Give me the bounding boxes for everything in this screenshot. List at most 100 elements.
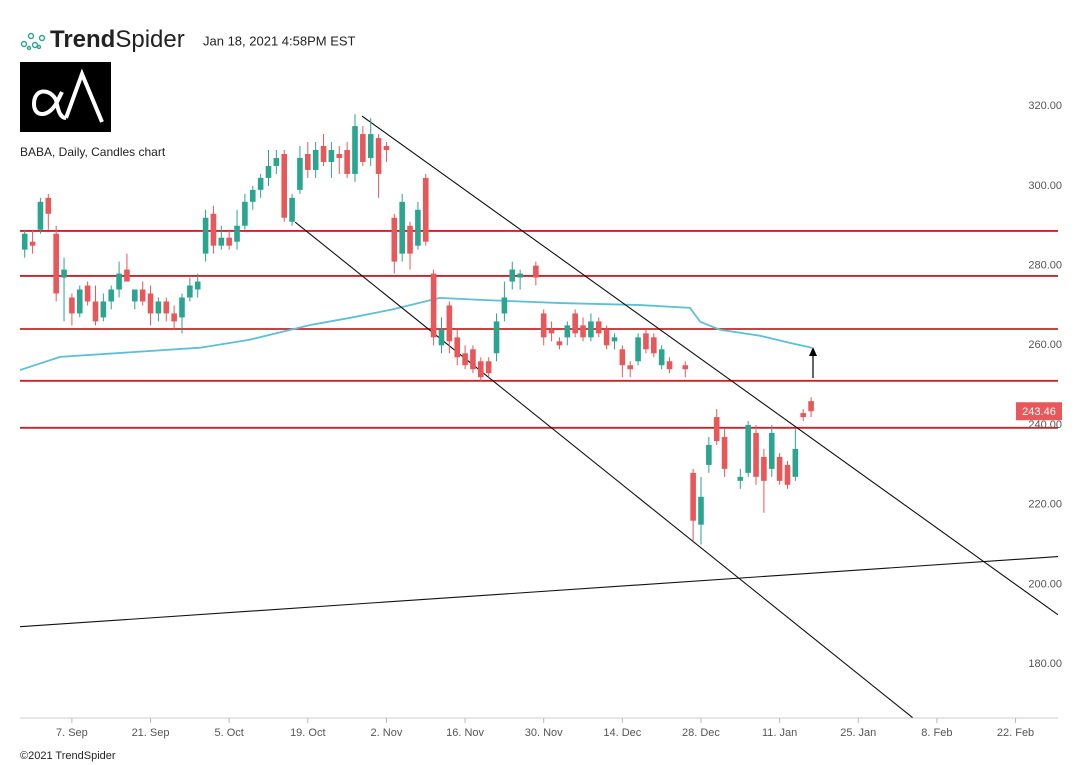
candle-body bbox=[281, 153, 288, 218]
candle-body bbox=[84, 285, 91, 302]
arrow-annotation bbox=[809, 347, 817, 378]
candle-body bbox=[352, 126, 358, 174]
candle-body bbox=[29, 241, 36, 246]
candle-body bbox=[132, 289, 138, 302]
candle-body bbox=[595, 321, 602, 334]
candle-body bbox=[713, 417, 720, 441]
candle-body bbox=[163, 301, 170, 314]
candle-body bbox=[753, 433, 759, 477]
candle-body bbox=[619, 349, 626, 366]
candle-body bbox=[69, 297, 75, 314]
price-tag bbox=[1016, 402, 1062, 421]
candle-body bbox=[603, 329, 610, 346]
candle-body bbox=[383, 146, 390, 151]
candle-body bbox=[745, 425, 751, 473]
candle-body bbox=[627, 365, 634, 370]
x-tick-label: 14. Dec bbox=[603, 727, 641, 739]
candle-body bbox=[721, 436, 728, 469]
candle-body bbox=[422, 177, 429, 242]
plot-area bbox=[20, 114, 1058, 718]
candle-body bbox=[218, 237, 225, 246]
candle-body bbox=[249, 189, 256, 202]
x-tick-label: 7. Sep bbox=[56, 727, 88, 739]
candle-body bbox=[737, 476, 744, 481]
candle-body bbox=[210, 213, 217, 246]
candle-body bbox=[116, 273, 122, 290]
candle-body bbox=[297, 157, 303, 190]
brand-light: Spider bbox=[115, 26, 184, 53]
candle-body bbox=[108, 289, 115, 302]
candle-body bbox=[611, 337, 618, 342]
trendline bbox=[361, 115, 1058, 616]
candle-body bbox=[147, 293, 154, 314]
candle-body bbox=[635, 337, 641, 362]
y-tick-label: 200.00 bbox=[1028, 578, 1062, 590]
candle-body bbox=[139, 289, 146, 302]
candle-body bbox=[792, 448, 799, 477]
candle-body bbox=[53, 233, 59, 294]
candle-body bbox=[344, 150, 350, 174]
candle-body bbox=[517, 273, 523, 278]
candle-body bbox=[446, 305, 453, 342]
candle-body bbox=[556, 341, 563, 346]
candle-body bbox=[478, 361, 484, 378]
candle-body bbox=[548, 329, 555, 334]
brand: TrendSpider bbox=[50, 26, 185, 53]
y-tick-label: 260.00 bbox=[1028, 339, 1062, 351]
candle-body bbox=[784, 464, 791, 485]
trendline bbox=[20, 556, 1058, 628]
candle-body bbox=[501, 297, 508, 314]
candle-body bbox=[572, 313, 578, 334]
candle-body bbox=[580, 325, 586, 338]
candle-body bbox=[257, 177, 264, 190]
y-tick-label: 280.00 bbox=[1028, 260, 1062, 272]
x-tick-label: 30. Nov bbox=[525, 727, 563, 739]
candle-body bbox=[202, 217, 209, 254]
candle-body bbox=[768, 433, 775, 469]
candle-body bbox=[540, 313, 547, 338]
candle-body bbox=[234, 225, 240, 242]
candle-body bbox=[643, 333, 649, 350]
candle-body bbox=[194, 281, 201, 290]
overlay: 180.00 200.00 220.00 240.00 260.00 280.00 300.… bbox=[56, 100, 1062, 739]
moving-average bbox=[20, 296, 813, 371]
candle-body bbox=[776, 456, 783, 481]
candle-body bbox=[588, 321, 594, 338]
candle-body bbox=[328, 150, 335, 162]
y-tick-label: 220.00 bbox=[1028, 499, 1062, 511]
candle-body bbox=[45, 197, 52, 214]
timestamp: Jan 18, 2021 4:58PM EST bbox=[203, 33, 356, 48]
y-tick-label: 240.00 bbox=[1028, 419, 1062, 431]
candle-body bbox=[470, 349, 476, 370]
candle-body bbox=[360, 134, 366, 162]
candle-body bbox=[367, 134, 374, 158]
candle-body bbox=[312, 150, 319, 170]
candle-body bbox=[21, 233, 28, 250]
candle-body bbox=[124, 269, 130, 282]
candle-body bbox=[289, 197, 295, 222]
candle-body bbox=[800, 413, 807, 418]
copyright: ©2021 TrendSpider bbox=[20, 750, 116, 762]
candle-body bbox=[265, 165, 272, 178]
candle-body bbox=[179, 297, 185, 318]
candle-body bbox=[305, 153, 311, 170]
x-tick-label: 8. Feb bbox=[921, 727, 952, 739]
candle-body bbox=[171, 313, 177, 322]
candle-body bbox=[462, 353, 468, 366]
candle-body bbox=[320, 146, 327, 162]
x-tick-label: 19. Oct bbox=[290, 727, 325, 739]
candle-body bbox=[438, 329, 445, 346]
candle-body bbox=[226, 237, 232, 246]
x-tick-label: 16. Nov bbox=[446, 727, 484, 739]
x-tick-label: 28. Dec bbox=[682, 727, 720, 739]
candle-body bbox=[92, 301, 99, 322]
candle-body bbox=[76, 289, 83, 314]
candle-body bbox=[415, 209, 421, 246]
candle-body bbox=[100, 301, 107, 318]
candle-body bbox=[375, 138, 382, 174]
candle-body bbox=[698, 496, 704, 525]
candle-body bbox=[454, 337, 461, 358]
brand-icon bbox=[20, 32, 46, 51]
y-tick-label: 180.00 bbox=[1028, 658, 1062, 670]
candle-body bbox=[761, 456, 767, 481]
